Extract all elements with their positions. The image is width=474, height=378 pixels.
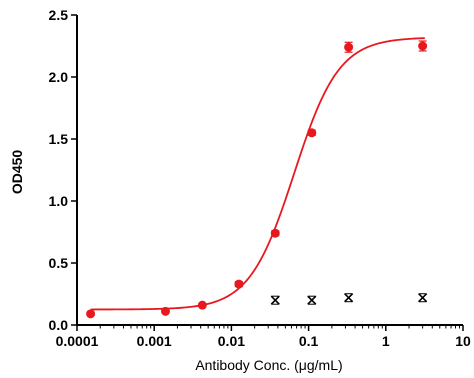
data-point-x [418, 293, 428, 303]
x-axis: 0.0001 0.001 0.01 0.1 1 10 [56, 324, 471, 349]
data-points-layer [86, 40, 428, 319]
data-point-x [344, 293, 354, 303]
y-tick-label: 0.0 [49, 317, 69, 333]
fit-curve [90, 37, 425, 311]
data-point [197, 300, 207, 310]
x-tick-label: 10 [455, 333, 471, 349]
y-tick-label: 2.5 [49, 7, 69, 23]
y-axis: 0.0 0.5 1.0 1.5 2.0 2.5 [49, 7, 78, 333]
fit-curve-layer [90, 37, 425, 311]
x-axis-title: Antibody Conc. (μg/mL) [195, 357, 342, 373]
x-marker-stroke [270, 295, 280, 305]
x-tick-label: 0.001 [137, 333, 172, 349]
data-point [160, 306, 170, 316]
data-point-x [270, 295, 280, 305]
y-tick-label: 1.0 [49, 193, 69, 209]
x-marker-stroke [344, 293, 354, 303]
x-tick-label: 0.1 [299, 333, 319, 349]
data-point [270, 228, 280, 238]
x-marker-stroke [307, 295, 317, 305]
y-tick-label: 2.0 [49, 69, 69, 85]
x-marker-stroke [418, 293, 428, 303]
x-tick-label: 0.01 [218, 333, 245, 349]
x-tick-label: 0.0001 [56, 333, 99, 349]
y-tick-label: 1.5 [49, 131, 69, 147]
data-point [234, 279, 244, 289]
data-point [418, 41, 428, 51]
x-tick-label: 1 [382, 333, 390, 349]
data-point [86, 309, 96, 319]
data-point-x [307, 295, 317, 305]
y-tick-label: 0.5 [49, 255, 69, 271]
y-axis-title: OD450 [9, 150, 25, 195]
data-point [307, 128, 317, 138]
data-point [344, 42, 354, 52]
